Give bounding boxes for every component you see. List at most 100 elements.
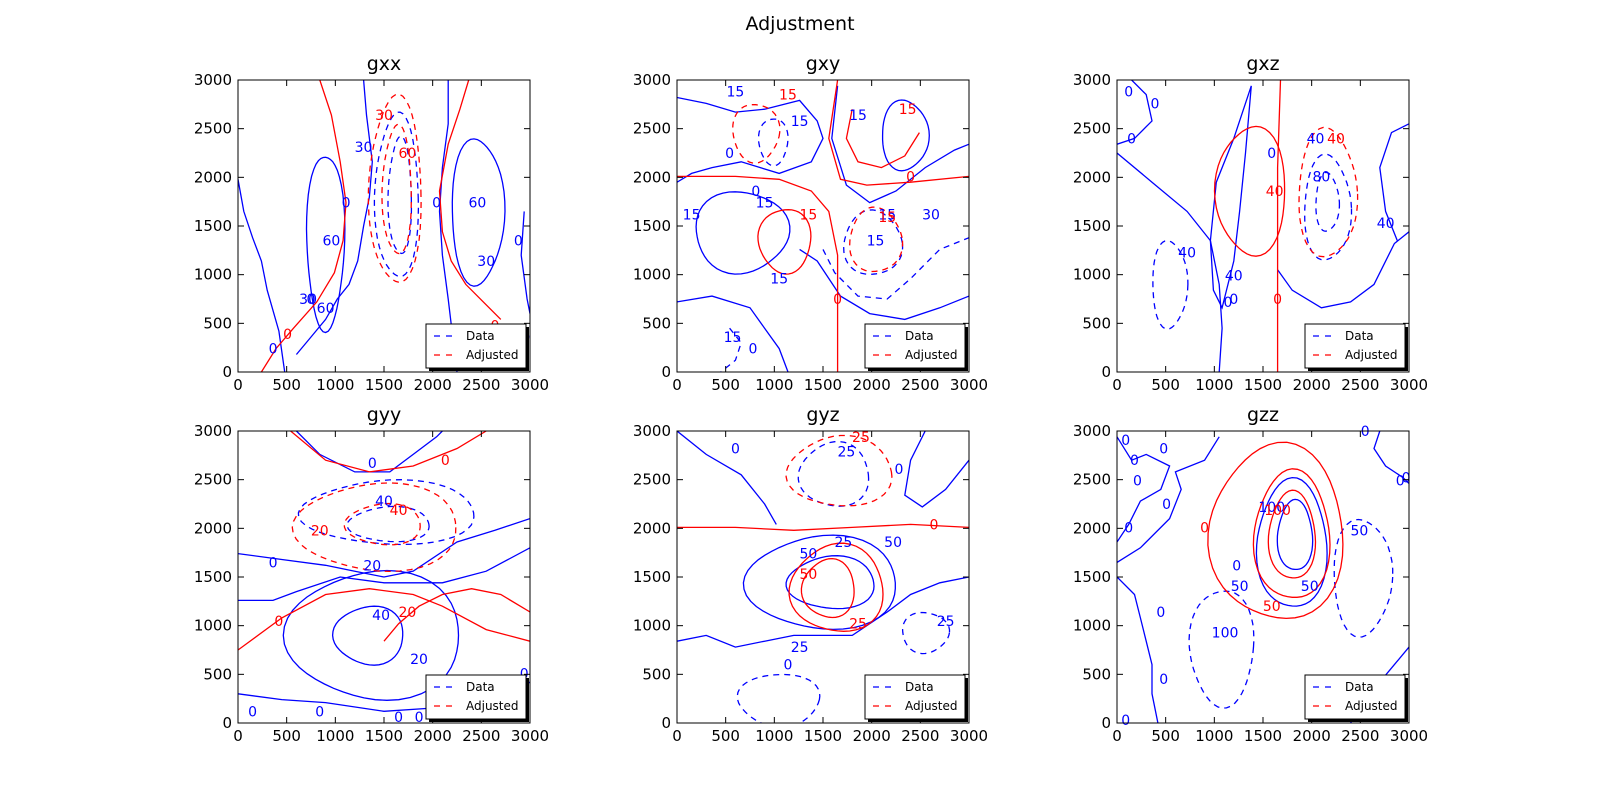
data-contour-line (1209, 85, 1252, 310)
y-tick-label: 2500 (1073, 471, 1111, 489)
data-contour-label: 0 (1124, 85, 1133, 101)
data-contour-line (831, 85, 969, 204)
data-contour-label: 0 (751, 184, 760, 200)
data-contour-label: 100 (1258, 500, 1285, 516)
data-contour-line (238, 517, 530, 578)
y-tick-label: 500 (642, 665, 671, 683)
data-contour-line (1117, 436, 1171, 543)
x-tick-label: 2000 (853, 727, 891, 745)
adjusted-contour-line (367, 93, 422, 283)
adjusted-contour-label: 50 (799, 567, 817, 583)
y-tick-label: 1500 (194, 217, 232, 235)
adjusted-contour-label: 40 (390, 503, 408, 519)
data-contour-label: 15 (867, 234, 885, 250)
legend-label-data: Data (466, 680, 495, 694)
y-tick-label: 3000 (633, 71, 671, 89)
adjusted-contour-line (1298, 126, 1359, 258)
data-contour-label: 0 (269, 342, 278, 358)
legend-label-data: Data (905, 680, 934, 694)
x-tick-label: 1000 (1195, 727, 1233, 745)
x-tick-label: 500 (1151, 376, 1180, 394)
y-tick-label: 0 (1101, 363, 1111, 381)
data-contour-label: 15 (683, 207, 701, 223)
adjusted-contour-line (800, 557, 855, 619)
contours (677, 431, 969, 723)
x-tick-label: 1500 (804, 727, 842, 745)
x-tick-label: 1000 (316, 376, 354, 394)
data-contour-line (1315, 171, 1341, 232)
adjusted-contour-label: 100 (1264, 503, 1291, 519)
data-contour-line (677, 576, 969, 648)
data-contour-label: 40 (375, 494, 393, 510)
data-contour-label: 50 (799, 547, 817, 563)
adjusted-contour-line (1207, 441, 1344, 620)
x-tick-label: 2000 (1293, 376, 1331, 394)
y-tick-label: 2000 (194, 519, 232, 537)
data-contour-label: 0 (748, 342, 757, 358)
data-contour-line (238, 547, 530, 602)
data-contour-label: 25 (937, 614, 955, 630)
data-contour-line (282, 569, 460, 701)
data-contour-line (736, 673, 821, 723)
data-contour-label: 0 (1124, 520, 1133, 536)
data-contour-label: 15 (770, 272, 788, 288)
adjusted-contour-label: 15 (799, 207, 817, 223)
legend-label-adjusted: Adjusted (1345, 348, 1398, 362)
data-contour-label: 0 (1159, 672, 1168, 688)
data-contour-label: 40 (1178, 245, 1196, 261)
legend: Data Adjusted (1304, 323, 1408, 371)
data-contour-line (1379, 123, 1409, 241)
y-tick-label: 2000 (194, 168, 232, 186)
x-tick-label: 2000 (414, 376, 452, 394)
adjusted-contour-label: 40 (1266, 184, 1284, 200)
x-tick-label: 1500 (365, 376, 403, 394)
data-contour-label: 0 (415, 710, 424, 726)
data-contour-label: 0 (269, 555, 278, 571)
data-contour-label: 0 (307, 292, 316, 308)
x-tick-label: 500 (1151, 727, 1180, 745)
x-tick-label: 0 (233, 727, 243, 745)
adjusted-contour-label: 15 (779, 88, 797, 104)
data-contour-label: 15 (724, 330, 742, 346)
legend-box (864, 674, 966, 720)
y-tick-label: 1000 (194, 266, 232, 284)
data-contour-label: 0 (315, 704, 324, 720)
y-tick-label: 1000 (1073, 266, 1111, 284)
legend: Data Adjusted (864, 674, 968, 722)
adjusted-contour-line (828, 80, 969, 186)
legend-label-adjusted: Adjusted (466, 699, 519, 713)
data-contour-line (373, 111, 420, 278)
data-contour-label: 0 (1127, 131, 1136, 147)
x-tick-label: 1000 (755, 727, 793, 745)
data-contour-label: 60 (317, 301, 335, 317)
adjusted-contour-line (732, 103, 781, 164)
data-contour-line (1276, 498, 1314, 571)
data-contour-label: 0 (1121, 433, 1130, 449)
adjusted-contour-line (238, 588, 530, 651)
x-tick-label: 3000 (1390, 376, 1428, 394)
adjusted-contour-label: 20 (311, 523, 329, 539)
adjusted-contour-line (1252, 468, 1331, 598)
data-contour-line (520, 211, 530, 314)
data-contour-label: 60 (323, 234, 341, 250)
data-contour-label: 40 (1377, 216, 1395, 232)
y-tick-label: 0 (222, 714, 232, 732)
adjusted-contour-label: 25 (852, 430, 870, 446)
data-contour-line (1117, 436, 1220, 563)
data-contour-line (720, 327, 742, 372)
panel-title: gyz (806, 404, 839, 426)
y-tick-label: 2500 (194, 471, 232, 489)
data-contour-label: 0 (1229, 292, 1238, 308)
x-tick-label: 0 (1112, 376, 1122, 394)
data-contour-label: 50 (884, 535, 902, 551)
data-contour-line (238, 179, 286, 372)
adjusted-contour-line (1267, 489, 1317, 579)
adjusted-contour-label: 0 (441, 453, 450, 469)
x-tick-label: 2500 (901, 376, 939, 394)
adjusted-contour-label: 25 (849, 617, 867, 633)
legend-label-data: Data (905, 329, 934, 343)
adjusted-contour-label: 0 (906, 169, 915, 185)
data-contour-line (1304, 153, 1353, 261)
y-tick-label: 500 (1082, 665, 1111, 683)
